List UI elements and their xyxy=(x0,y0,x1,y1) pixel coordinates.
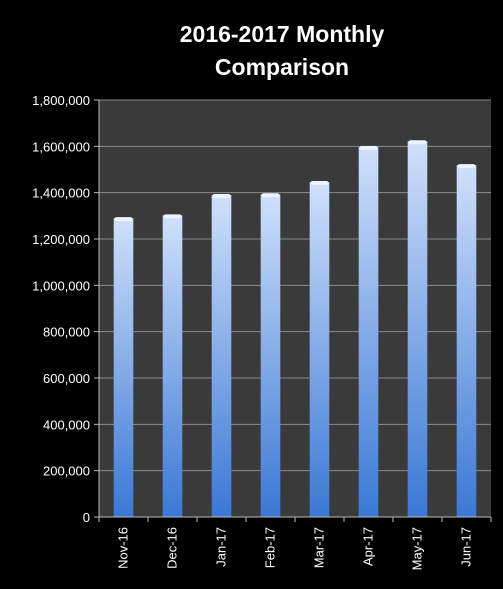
bar-feb-17 xyxy=(260,194,281,517)
bar-mar-17 xyxy=(309,182,330,517)
bar-highlight xyxy=(359,146,378,151)
y-tick-label: 600,000 xyxy=(43,371,90,386)
bar-highlight xyxy=(408,140,427,145)
plot-area xyxy=(99,100,491,517)
y-tick-label: 800,000 xyxy=(43,325,90,340)
x-tick-label: Apr-17 xyxy=(361,527,376,566)
x-tick-label: Jun-17 xyxy=(459,527,474,567)
x-tick-label: Nov-16 xyxy=(116,527,131,569)
bar-highlight xyxy=(310,181,329,186)
y-tick-label: 1,600,000 xyxy=(32,139,90,154)
y-tick-label: 200,000 xyxy=(43,464,90,479)
y-tick-label: 1,200,000 xyxy=(32,232,90,247)
x-tick-label: Mar-17 xyxy=(312,527,327,568)
bar-apr-17 xyxy=(358,147,379,518)
chart-title-line-2: Comparison xyxy=(215,54,349,80)
x-axis: Nov-16 Dec-16 Jan-17 Feb-17 Mar-17 Apr-17 May-… xyxy=(98,516,492,570)
bar-highlight xyxy=(114,217,133,222)
bar-may-17 xyxy=(407,141,428,517)
chart-title-line-1: 2016-2017 Monthly xyxy=(180,21,385,47)
bars xyxy=(113,140,477,518)
bar-highlight xyxy=(261,193,280,198)
y-tick-label: 1,800,000 xyxy=(32,93,90,108)
bar-nov-16 xyxy=(113,218,134,517)
bar-highlight xyxy=(163,214,182,219)
x-tick-label: Jan-17 xyxy=(214,527,229,567)
bar-highlight xyxy=(457,164,476,169)
x-tick-label: May-17 xyxy=(410,527,425,570)
y-tick-label: 1,400,000 xyxy=(32,186,90,201)
y-tick-label: 1,000,000 xyxy=(32,278,90,293)
bar-highlight xyxy=(212,193,231,198)
y-tick-label: 400,000 xyxy=(43,417,90,432)
x-tick-label: Feb-17 xyxy=(263,527,278,568)
bar-dec-16 xyxy=(162,215,183,517)
y-tick-label: 0 xyxy=(83,510,90,525)
y-axis: 0 200,000 400,000 600,000 800,000 1,000,000 1,… xyxy=(32,93,100,525)
bar-jun-17 xyxy=(456,165,477,517)
x-tick-label: Dec-16 xyxy=(165,527,180,569)
bar-jan-17 xyxy=(211,194,232,517)
